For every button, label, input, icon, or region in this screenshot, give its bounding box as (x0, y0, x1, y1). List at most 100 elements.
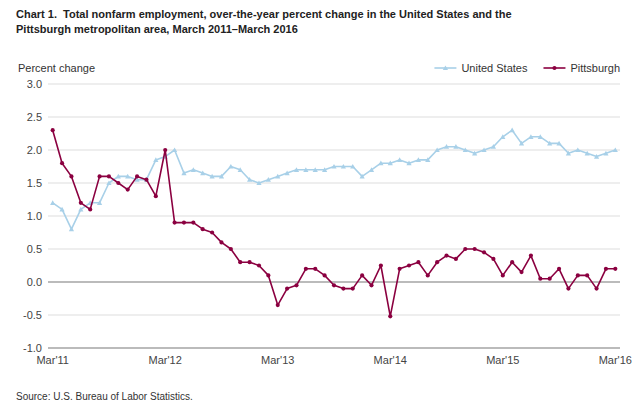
point (547, 141, 552, 146)
grid-line (48, 150, 620, 151)
point (388, 161, 393, 166)
point (144, 177, 149, 182)
point (116, 174, 121, 179)
point (585, 151, 590, 156)
point (69, 227, 74, 232)
point (181, 171, 186, 176)
point (566, 151, 571, 156)
point (575, 147, 580, 152)
point (275, 174, 280, 179)
point (173, 221, 177, 225)
chart: Chart 1. Total nonfarm employment, over-… (0, 0, 637, 408)
point (444, 254, 448, 258)
point (266, 177, 271, 182)
grid-line (48, 315, 620, 316)
point (51, 128, 55, 132)
point (388, 314, 392, 318)
point (304, 267, 308, 271)
source: Source: U.S. Bureau of Labor Statistics. (16, 391, 193, 402)
point (397, 157, 402, 162)
point (257, 263, 261, 267)
point (594, 287, 598, 291)
point (613, 147, 618, 152)
x-tick-label: Mar'12 (149, 354, 182, 366)
point (201, 227, 205, 231)
point (378, 161, 383, 166)
point (463, 247, 467, 251)
point (294, 167, 299, 172)
zero-line (48, 282, 620, 283)
point (69, 174, 73, 178)
x-axis-line (48, 348, 620, 349)
point (379, 263, 383, 267)
point (322, 167, 327, 172)
point (88, 207, 92, 211)
point (482, 250, 486, 254)
grid-line (48, 117, 620, 118)
y-tick-label: 0.0 (27, 276, 42, 288)
y-tick-label: 2.5 (27, 111, 42, 123)
point (332, 283, 336, 287)
point (360, 174, 365, 179)
grid-line (48, 183, 620, 184)
y-tick-label: 2.0 (27, 144, 42, 156)
point (369, 167, 374, 172)
point (453, 144, 458, 149)
point (97, 174, 101, 178)
y-tick-label: -1.0 (23, 342, 42, 354)
y-tick-label: 3.0 (27, 78, 42, 90)
point (172, 147, 177, 152)
point (229, 247, 233, 251)
grid-line (48, 84, 620, 85)
point (529, 254, 533, 258)
title: Chart 1. Total nonfarm employment, over-… (16, 8, 512, 20)
point (548, 277, 552, 281)
x-tick-label: Mar'15 (486, 354, 519, 366)
point (153, 157, 158, 162)
point (106, 180, 111, 185)
point (247, 177, 252, 182)
point (97, 200, 102, 205)
point (107, 174, 111, 178)
point (454, 257, 458, 261)
point (585, 273, 589, 277)
point (191, 167, 196, 172)
point (350, 164, 355, 169)
point (182, 221, 186, 225)
point (603, 151, 608, 156)
legend-marker (443, 65, 448, 70)
point (444, 144, 449, 149)
point (416, 260, 420, 264)
series (51, 128, 618, 318)
point (463, 147, 468, 152)
point (79, 201, 83, 205)
point (154, 194, 158, 198)
point (510, 128, 515, 133)
y-tick-label: -0.5 (23, 309, 42, 321)
point (285, 287, 289, 291)
point (200, 171, 205, 176)
point (126, 188, 130, 192)
point (256, 180, 261, 185)
point (538, 134, 543, 139)
point (435, 147, 440, 152)
point (294, 283, 298, 287)
point (398, 267, 402, 271)
point (473, 247, 477, 251)
point (407, 263, 411, 267)
point (501, 273, 505, 277)
point (303, 167, 308, 172)
point (360, 273, 364, 277)
legend-item: United States (434, 62, 528, 74)
point (228, 164, 233, 169)
point (125, 174, 130, 179)
point (266, 273, 270, 277)
grid-line (48, 216, 620, 217)
point (556, 141, 561, 146)
y-axis-label: Percent change (18, 62, 95, 74)
point (219, 240, 223, 244)
line (53, 130, 616, 316)
point (528, 134, 533, 139)
point (59, 207, 64, 212)
y-tick-label: 0.5 (27, 243, 42, 255)
